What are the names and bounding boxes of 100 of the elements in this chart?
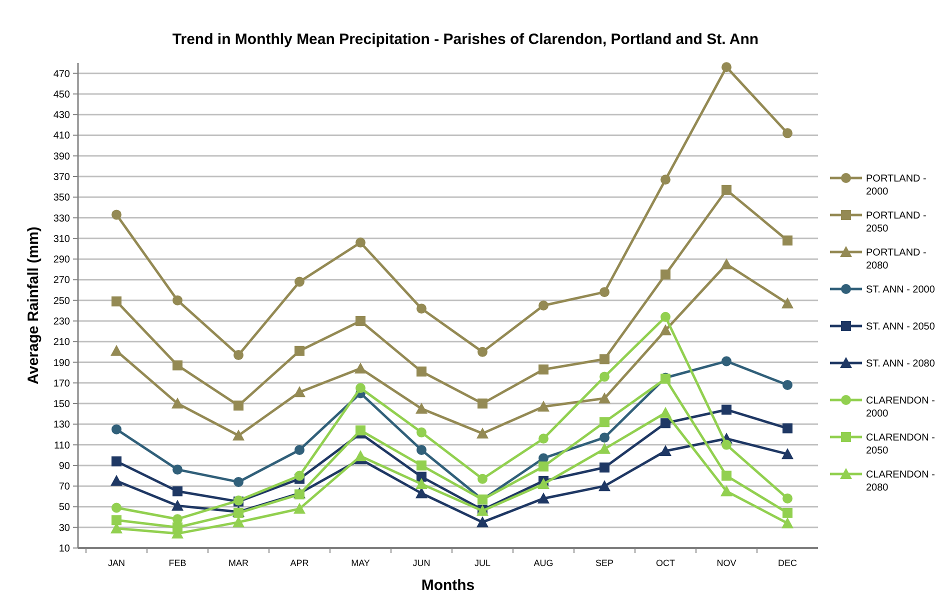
y-tick-label: 190 [53,358,70,369]
point [294,470,304,481]
point [416,366,426,377]
point [598,392,610,404]
legend-label: CLARENDON - 2080 [866,470,935,494]
point [294,444,304,455]
point [782,380,792,390]
point [356,425,366,436]
x-axis-title: Months [421,577,475,594]
point [476,516,488,528]
y-tick-label: 470 [53,68,70,80]
x-tick-label: AUG [534,558,554,568]
point [660,312,670,322]
point [722,404,732,415]
y-tick-label: 390 [53,151,70,162]
point [722,440,732,450]
legend-label: CLARENDON - 2050 [866,432,935,456]
point [598,480,610,492]
point [294,386,306,398]
point [356,383,366,394]
point [600,432,610,443]
legend-label: ST. ANN - 2080 [866,358,936,370]
x-tick-label: FEB [168,558,186,568]
point [416,444,426,455]
point [294,276,304,287]
legend-label: PORTLAND - 2080 [866,248,926,272]
point [722,356,732,366]
x-tick-label: JUN [412,558,430,568]
point [172,295,182,306]
point [782,423,792,434]
point [538,461,548,472]
point [112,515,122,526]
point [110,344,122,356]
point [478,346,488,357]
point [782,493,792,504]
y-tick-label: 310 [53,234,70,245]
point [598,442,610,454]
point [722,470,732,481]
chart-title: Trend in Monthly Mean Precipitation - Parishes of Clarendon, Portland and St. Ann [172,31,759,48]
point [294,502,306,514]
point [660,406,672,418]
x-tick-label: OCT [656,558,676,568]
point [538,492,550,504]
point [354,362,366,374]
point [478,398,488,409]
point [538,400,550,412]
point [538,364,548,374]
legend-label: ST. ANN - 2050 [866,322,936,332]
point [112,296,122,306]
point [782,508,792,518]
x-tick-label: APR [290,558,310,568]
y-tick-label: 10 [58,544,70,554]
point [782,448,794,460]
y-tick-label: 370 [53,172,70,184]
legend-label: PORTLAND - 2050 [866,210,926,234]
y-tick-label: 90 [58,460,70,472]
point [600,417,610,428]
legend-label: CLARENDON - 2000 [866,396,935,420]
point [660,418,670,428]
point [416,427,426,438]
point [720,258,732,270]
y-tick-label: 50 [58,502,70,514]
y-tick-label: 430 [53,110,70,122]
point [234,350,244,360]
y-tick-label: 70 [58,482,70,493]
y-tick-label: 290 [53,254,70,266]
x-tick-label: MAR [228,558,249,568]
y-tick-label: 230 [53,316,70,328]
point [356,316,366,326]
x-tick-label: JUL [474,558,491,568]
point [538,300,548,310]
legend-label: PORTLAND - 2000 [866,174,926,198]
y-tick-label: 210 [53,337,70,348]
point [478,474,488,484]
point [172,500,184,511]
point [600,287,610,298]
point [476,427,488,438]
point [416,304,426,314]
point [660,270,670,280]
y-axis-title: Average Rainfall (mm) [25,226,42,384]
point [722,62,732,72]
point [112,502,122,513]
point [600,462,610,473]
y-tick-label: 350 [53,192,70,204]
y-tick-label: 110 [54,440,70,452]
legend-label: ST. ANN - 2000 [866,284,936,296]
point [112,210,122,220]
y-tick-label: 170 [53,378,70,390]
point [112,424,122,434]
point [112,456,122,466]
point [782,235,792,246]
x-tick-label: MAY [351,558,370,568]
y-tick-label: 250 [53,296,70,307]
point [172,398,184,409]
y-tick-label: 150 [53,399,70,410]
point [782,128,792,138]
y-tick-label: 270 [53,275,70,286]
point [782,517,794,528]
point [722,184,732,195]
point [172,464,182,475]
